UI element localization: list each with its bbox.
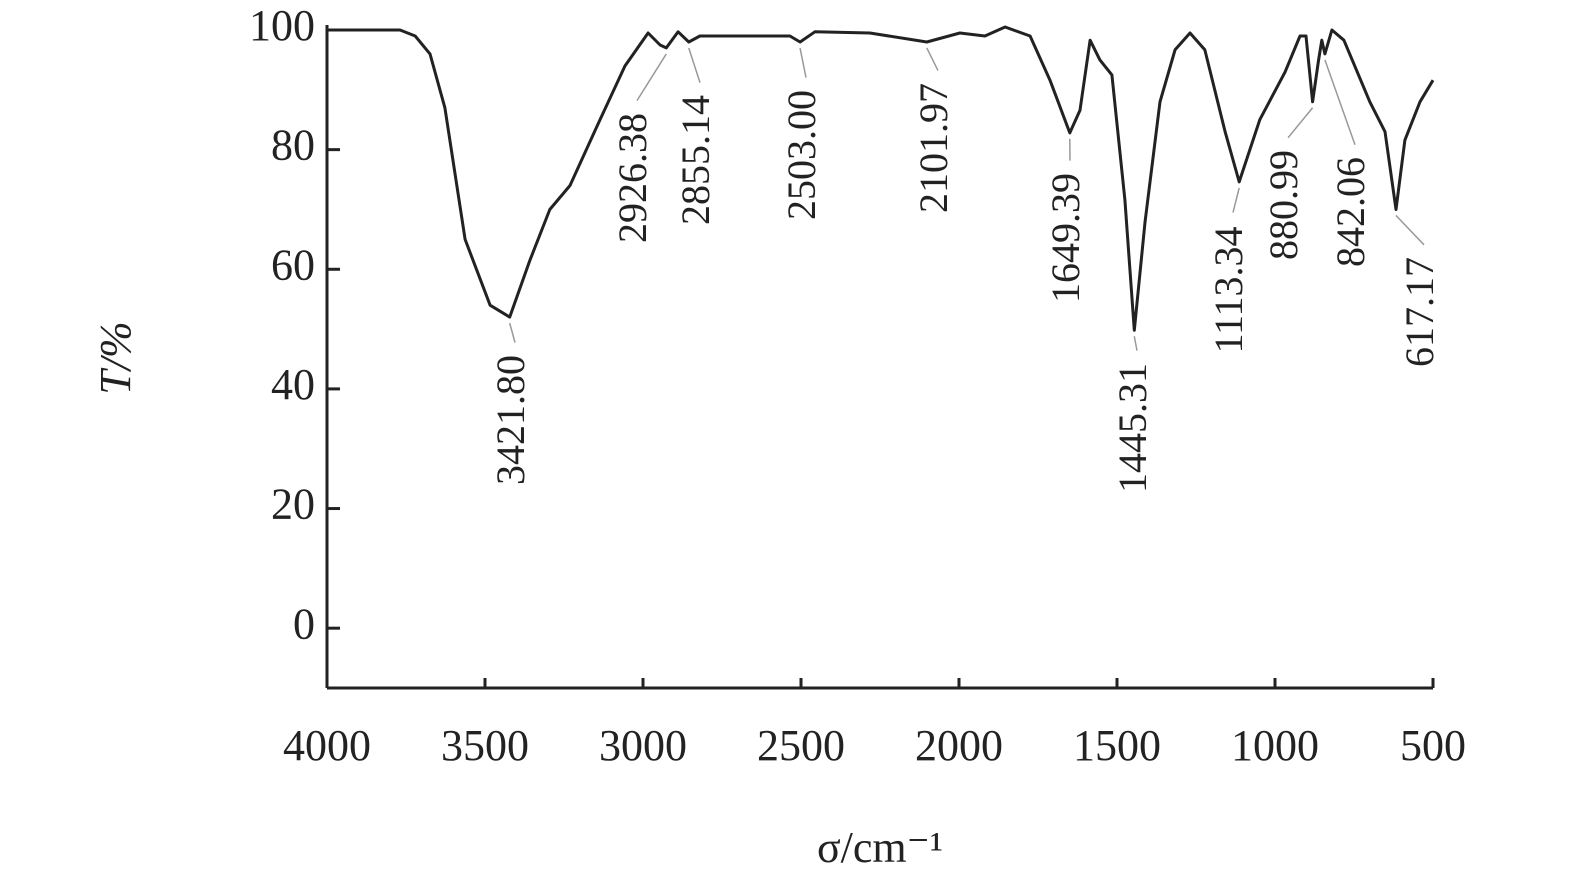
x-tick-label: 3000	[599, 721, 687, 770]
y-tick-label: 60	[271, 240, 315, 289]
x-tick-label: 500	[1400, 721, 1466, 770]
annotation-label: 1113.34	[1206, 226, 1251, 353]
annotation-label: 1445.31	[1110, 363, 1155, 493]
x-tick-label: 1500	[1073, 721, 1161, 770]
annotation-label: 2101.97	[911, 83, 956, 213]
annotation-leader	[799, 47, 807, 78]
annotation-leader	[1287, 107, 1314, 139]
y-tick-label: 0	[293, 599, 315, 648]
y-axis-label: T/%	[91, 321, 140, 394]
annotation-leader	[636, 53, 667, 101]
annotation-leader	[1324, 59, 1356, 146]
annotation-label: 2855.14	[673, 95, 718, 225]
annotation-label: 842.06	[1328, 157, 1373, 267]
x-tick-label: 2500	[757, 721, 845, 770]
annotation-label: 1649.39	[1043, 173, 1088, 303]
y-tick-label: 40	[271, 360, 315, 409]
annotation-leader	[926, 47, 939, 71]
y-tick-label: 80	[271, 121, 315, 170]
annotation-label: 3421.80	[488, 355, 533, 485]
annotation-leader	[1232, 187, 1240, 213]
x-tick-label: 2000	[915, 721, 1003, 770]
x-tick-label: 4000	[283, 721, 371, 770]
annotation-leader	[1395, 214, 1425, 246]
annotation-leader	[688, 47, 701, 83]
x-axis-label: σ/cm⁻¹	[817, 823, 943, 872]
x-tick-label: 1000	[1231, 721, 1319, 770]
annotation-label: 2503.00	[779, 90, 824, 220]
spectrum-line	[330, 25, 1435, 332]
annotation-label: 2926.38	[610, 113, 655, 243]
y-tick-label: 100	[249, 1, 315, 50]
annotation-label: 880.99	[1261, 150, 1306, 260]
y-tick-label: 20	[271, 480, 315, 529]
x-tick-label: 3500	[441, 721, 529, 770]
annotation-label: 617.17	[1397, 257, 1442, 367]
annotation-leader	[508, 322, 516, 343]
annotation-leader	[1133, 336, 1138, 351]
